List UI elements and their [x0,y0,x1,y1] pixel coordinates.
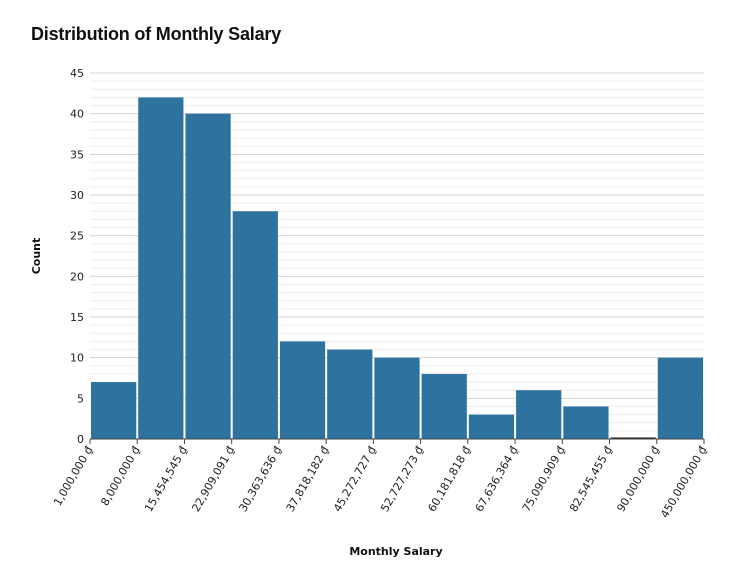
y-tick-label: 25 [70,230,84,243]
y-tick-label: 45 [70,67,84,80]
y-tick-label: 15 [70,311,84,324]
bar [91,382,137,439]
y-tick-labels: 0 5 10 15 20 25 30 35 40 45 [70,67,84,446]
x-tick-label: 450,000,000 ₫ [658,444,710,520]
x-tick-label: 37,818,182 ₫ [284,444,332,514]
x-tick-label: 22,909,091 ₫ [189,444,237,514]
bar [563,406,609,439]
bar [327,349,373,439]
y-tick-label: 0 [77,433,84,446]
y-tick-label: 35 [70,148,84,161]
x-tick-label: 8,000,000 ₫ [98,444,143,508]
bar [468,414,515,439]
bars [91,97,703,440]
x-tick-label: 45,272,727 ₫ [331,444,379,514]
y-tick-label: 20 [70,270,84,283]
bar [516,390,562,439]
x-tick-label: 90,000,000 ₫ [614,444,662,514]
bar [374,357,420,439]
x-tick-label: 30,363,636 ₫ [237,444,285,514]
y-axis-title: Count [30,238,43,275]
x-tick-label: 15,454,545 ₫ [142,444,190,514]
x-tick-label: 1,000,000 ₫ [51,444,96,508]
x-tick-label: 60,181,818 ₫ [425,444,473,514]
y-tick-label: 10 [70,352,84,365]
y-tick-label: 5 [77,392,84,405]
x-tick-label: 82,545,455 ₫ [567,444,615,514]
y-tick-label: 30 [70,189,84,202]
bar [185,113,231,440]
bar [232,211,278,439]
x-tick-label: 52,727,273 ₫ [378,444,426,514]
x-tick-label: 67,636,364 ₫ [473,444,521,514]
bar [610,437,656,439]
chart-title: Distribution of Monthly Salary [31,24,282,44]
x-tick-labels: 1,000,000 ₫ 8,000,000 ₫ 15,454,545 ₫ 22,909… [51,439,710,520]
bar [279,341,326,439]
x-axis-title: Monthly Salary [349,545,442,558]
y-tick-label: 40 [70,108,84,121]
bar [657,357,703,439]
x-tick-label: 75,090,909 ₫ [520,444,568,514]
bar [138,97,184,440]
bar [421,373,467,439]
